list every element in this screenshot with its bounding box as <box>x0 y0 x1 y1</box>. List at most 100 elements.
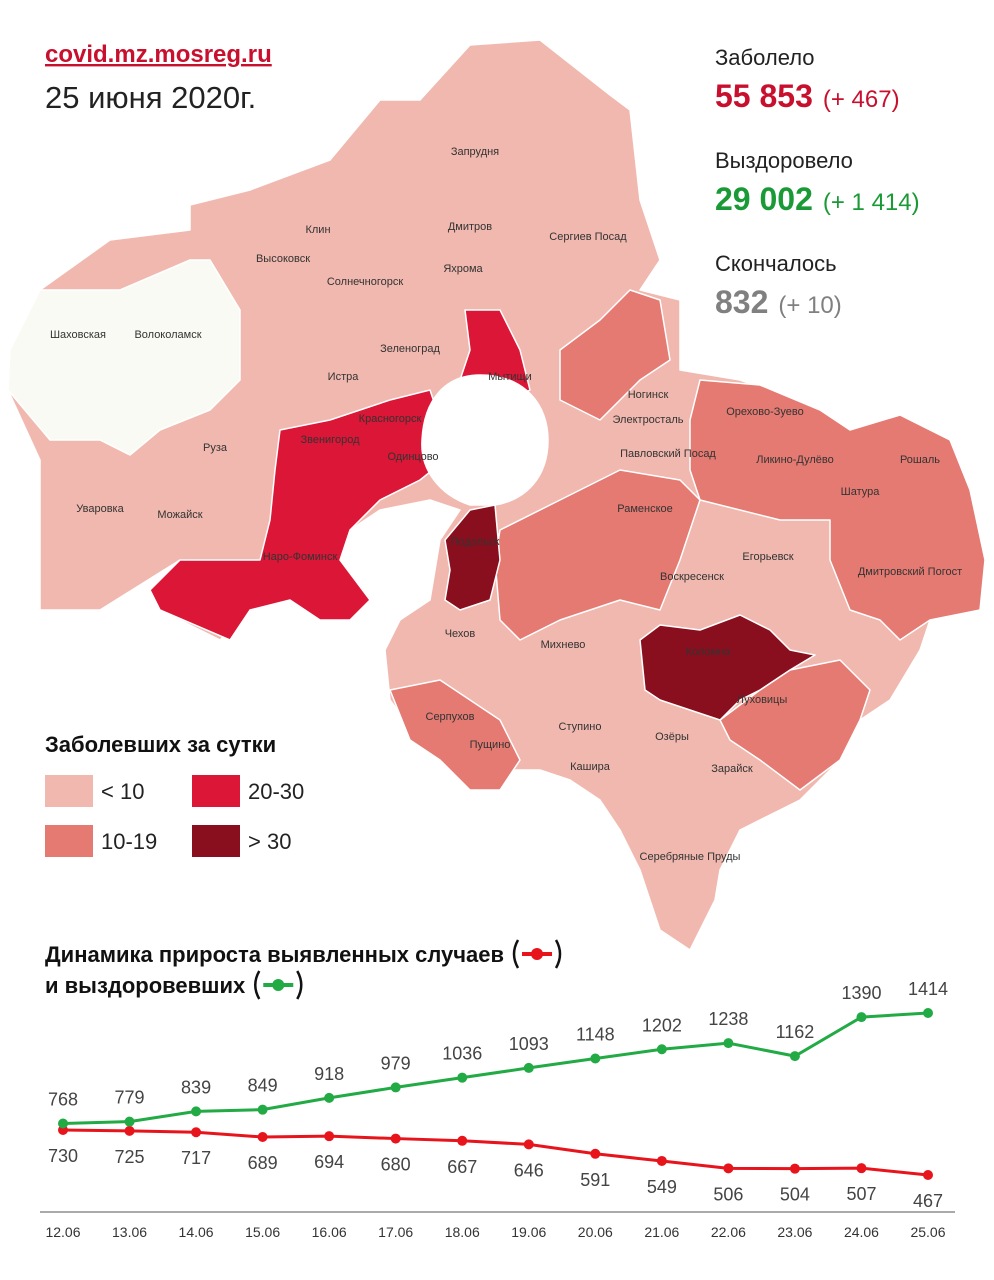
place-label: Звенигород <box>300 434 360 446</box>
point <box>324 1092 335 1103</box>
place-label: Яхрома <box>443 263 483 275</box>
place-label: Уваровка <box>76 503 124 515</box>
point <box>124 1125 135 1136</box>
legend-label: 10-19 <box>101 829 157 854</box>
point <box>656 1044 667 1055</box>
point <box>590 1053 601 1064</box>
point <box>124 1116 135 1127</box>
stat-label: Скончалось <box>715 251 837 276</box>
value-label: 717 <box>181 1148 211 1168</box>
stat-delta: (+ 1 414) <box>823 189 920 216</box>
moscow <box>421 374 549 506</box>
value-label: 918 <box>314 1064 344 1084</box>
value-label: 680 <box>381 1155 411 1175</box>
x-tick-label: 25.06 <box>910 1224 945 1240</box>
x-tick-label: 12.06 <box>45 1224 80 1240</box>
place-label: Зеленоград <box>380 343 440 355</box>
legend-swatch <box>45 825 93 857</box>
value-label: 979 <box>381 1053 411 1073</box>
legend-icon-dot <box>272 979 285 991</box>
place-label: Сергиев Посад <box>549 231 627 243</box>
value-label: 506 <box>713 1184 743 1204</box>
point <box>590 1148 601 1159</box>
place-label: Воскресенск <box>660 571 724 583</box>
place-label: Ступино <box>559 721 602 733</box>
value-label: 725 <box>115 1147 145 1167</box>
stat-delta: (+ 467) <box>823 86 900 113</box>
x-tick-label: 22.06 <box>711 1224 746 1240</box>
x-tick-label: 24.06 <box>844 1224 879 1240</box>
value-label: 779 <box>115 1088 145 1108</box>
point <box>856 1163 867 1174</box>
place-label: Клин <box>305 224 330 236</box>
place-label: Красногорск <box>359 413 422 425</box>
value-label: 646 <box>514 1160 544 1180</box>
point <box>523 1062 534 1073</box>
point <box>324 1131 335 1142</box>
legend-label: 20-30 <box>248 779 304 804</box>
region-mid <box>494 469 701 641</box>
x-tick-label: 21.06 <box>644 1224 679 1240</box>
place-label: Рошаль <box>900 454 940 466</box>
legend-icon-dot <box>531 948 544 960</box>
value-label: 504 <box>780 1185 810 1205</box>
stat-delta: (+ 10) <box>778 292 841 319</box>
x-tick-label: 15.06 <box>245 1224 280 1240</box>
series-line <box>62 1011 929 1126</box>
place-label: Раменское <box>617 503 673 515</box>
region-mid <box>559 289 671 421</box>
place-label: Серпухов <box>426 711 475 723</box>
paren <box>554 939 562 969</box>
place-label: Дмитров <box>448 221 492 233</box>
value-label: 768 <box>48 1090 78 1110</box>
value-label: 849 <box>248 1076 278 1096</box>
point <box>723 1038 734 1049</box>
place-label: Кашира <box>570 761 611 773</box>
region-top <box>444 504 501 611</box>
legend-title: Заболевших за сутки <box>45 732 276 757</box>
value-label: 1414 <box>908 979 948 999</box>
value-label: 1390 <box>841 983 881 1003</box>
point <box>523 1139 534 1150</box>
stat-line: 55 853 (+ 467) <box>715 78 900 114</box>
paren <box>512 939 520 969</box>
point <box>723 1163 734 1174</box>
place-label: Дмитровский Погост <box>858 566 962 578</box>
stat-label: Выздоровело <box>715 148 853 173</box>
place-label: Одинцово <box>387 451 438 463</box>
paren <box>254 970 261 1000</box>
stat-line: 832 (+ 10) <box>715 284 842 320</box>
point <box>390 1082 401 1093</box>
map <box>7 39 986 951</box>
place-label: Солнечногорск <box>327 276 403 288</box>
place-label: Пущино <box>470 739 511 751</box>
point <box>457 1072 468 1083</box>
chart-title: Динамика прироста выявленных случаев <box>45 942 504 967</box>
value-label: 507 <box>846 1184 876 1204</box>
x-tick-label: 18.06 <box>445 1224 480 1240</box>
site: covid.mz.mosreg.ru <box>45 41 272 68</box>
value-label: 1148 <box>576 1025 615 1045</box>
place-label: Можайск <box>157 509 202 521</box>
point <box>191 1127 202 1138</box>
point <box>257 1104 268 1115</box>
place-label: Коломна <box>686 646 732 658</box>
place-label: Павловский Посад <box>620 448 716 460</box>
place-label: Высоковск <box>256 253 310 265</box>
place-label: Чехов <box>445 628 476 640</box>
x-tick-label: 19.06 <box>511 1224 546 1240</box>
place-label: Подольск <box>451 536 500 548</box>
place-label: Шатура <box>841 486 881 498</box>
value-label: 549 <box>647 1177 677 1197</box>
place-label: Ногинск <box>628 389 669 401</box>
point <box>58 1118 68 1129</box>
x-tick-label: 20.06 <box>578 1224 613 1240</box>
region-zero <box>7 259 241 456</box>
region-mid <box>689 379 986 641</box>
point <box>923 1008 933 1018</box>
region-top <box>639 614 816 721</box>
place-label: Запрудня <box>451 146 499 158</box>
value-label: 839 <box>181 1077 211 1097</box>
place-label: Серебряные Пруды <box>640 851 741 863</box>
